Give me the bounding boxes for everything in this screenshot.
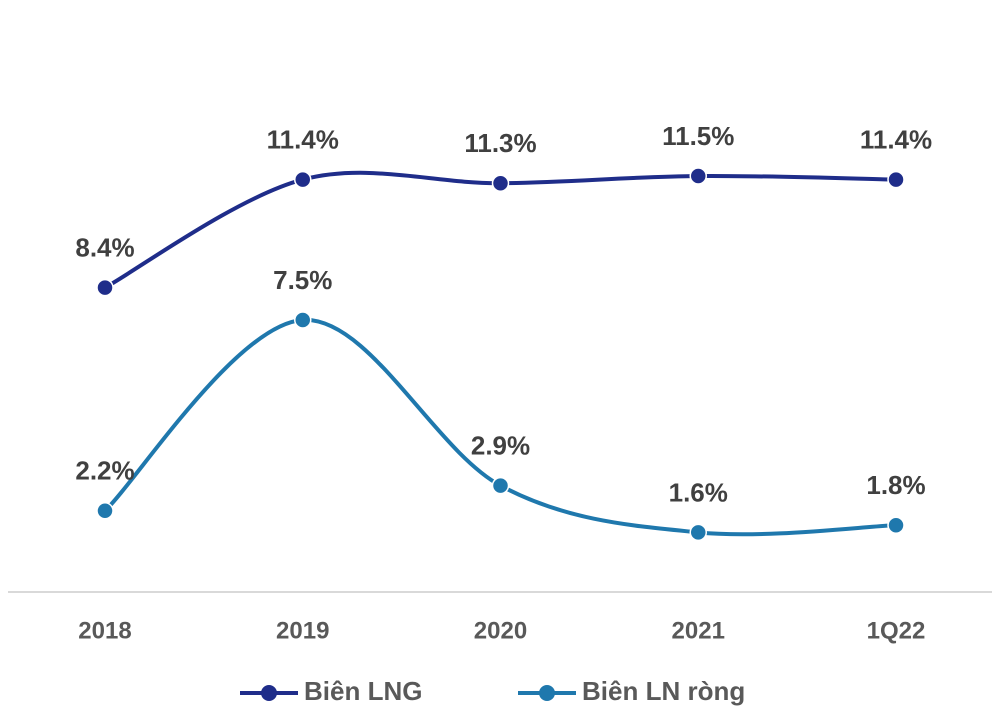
x-tick-label: 2018	[78, 617, 131, 644]
legend-label: Biên LNG	[304, 676, 422, 706]
x-tick-label: 1Q22	[867, 617, 926, 644]
data-label: 8.4%	[75, 232, 134, 262]
x-tick-label: 2021	[672, 617, 725, 644]
data-point	[887, 170, 905, 189]
data-point	[491, 174, 510, 192]
data-label: 11.4%	[267, 124, 339, 154]
data-label: 2.2%	[75, 456, 134, 486]
data-label: 1.6%	[669, 477, 728, 507]
data-point	[96, 502, 114, 520]
data-point	[689, 167, 707, 185]
data-point	[294, 170, 312, 189]
data-label: 1.8%	[866, 470, 925, 500]
data-point	[294, 311, 312, 329]
data-point	[887, 516, 905, 534]
data-point	[96, 278, 114, 297]
data-label: 11.3%	[464, 128, 536, 158]
x-tick-label: 2020	[474, 617, 527, 644]
legend-marker	[539, 685, 555, 701]
data-label: 2.9%	[471, 430, 530, 460]
legend-marker	[261, 685, 277, 701]
legend-label: Biên LN ròng	[582, 676, 745, 706]
data-label: 7.5%	[273, 265, 332, 295]
x-tick-label: 2019	[276, 617, 329, 644]
data-label: 11.5%	[662, 121, 734, 151]
data-label: 11.4%	[860, 124, 932, 154]
data-point	[689, 523, 707, 542]
series-line	[103, 317, 897, 537]
data-point	[491, 476, 510, 495]
